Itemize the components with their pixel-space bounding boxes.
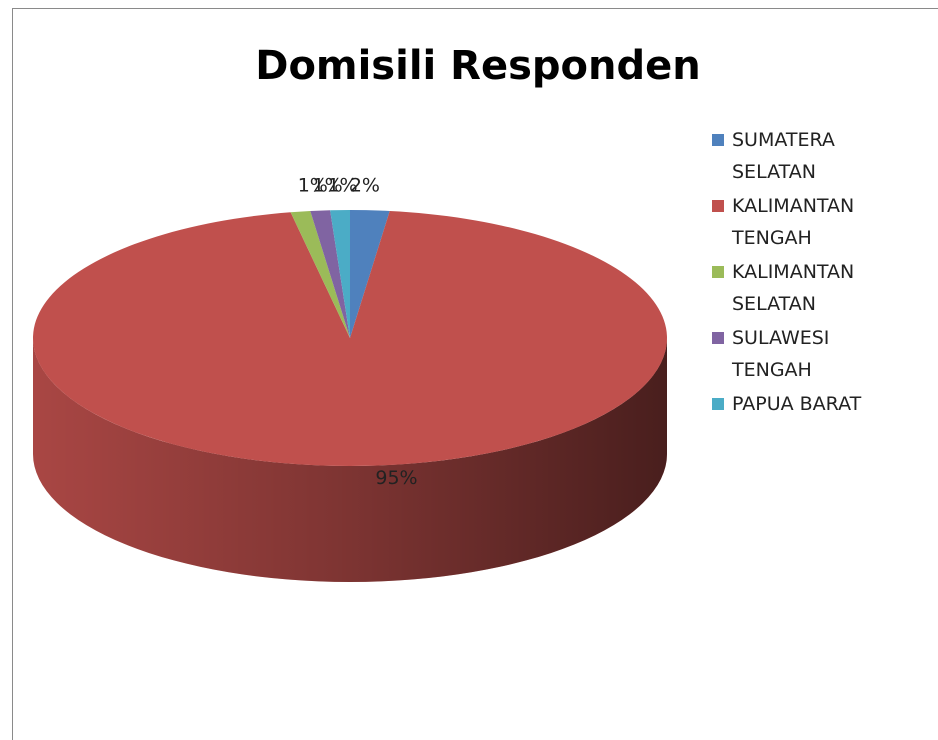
data-label: 1% — [313, 175, 343, 197]
legend-label: SULAWESI TENGAH — [732, 327, 830, 381]
slice-top — [290, 211, 350, 338]
slice-side-shade — [33, 338, 667, 582]
legend-swatch — [712, 398, 724, 410]
chart-title: Domisili Responden — [255, 43, 701, 89]
legend-label: KALIMANTAN SELATAN — [732, 261, 855, 315]
legend-swatch — [712, 266, 724, 278]
pie-slice — [32, 211, 667, 582]
slice-top — [32, 211, 667, 466]
legend-item: SUMATERA SELATAN — [712, 124, 938, 188]
legend-item: KALIMANTAN SELATAN — [712, 256, 938, 320]
data-label: 2% — [350, 175, 380, 197]
slice-top — [330, 210, 350, 338]
legend-label: SUMATERA SELATAN — [732, 129, 835, 183]
legend-label: PAPUA BARAT — [732, 393, 862, 415]
legend-label: KALIMANTAN TENGAH — [732, 195, 855, 249]
slice-top — [350, 210, 390, 338]
pie-slice — [350, 210, 390, 338]
legend-swatch — [712, 134, 724, 146]
legend-swatch — [712, 200, 724, 212]
legend-swatch — [712, 332, 724, 344]
legend-item: PAPUA BARAT — [712, 388, 938, 420]
legend-item: SULAWESI TENGAH — [712, 322, 938, 386]
data-label: 1% — [298, 175, 328, 197]
legend-item: KALIMANTAN TENGAH — [712, 190, 938, 254]
slice-top — [310, 210, 350, 338]
pie-slice — [290, 211, 350, 338]
pie-slice — [330, 210, 350, 338]
data-label: 1% — [327, 175, 357, 197]
legend: SUMATERA SELATAN KALIMANTAN TENGAH KALIMAN… — [712, 124, 938, 422]
data-label: 95% — [375, 467, 417, 489]
pie-slice — [310, 210, 350, 338]
